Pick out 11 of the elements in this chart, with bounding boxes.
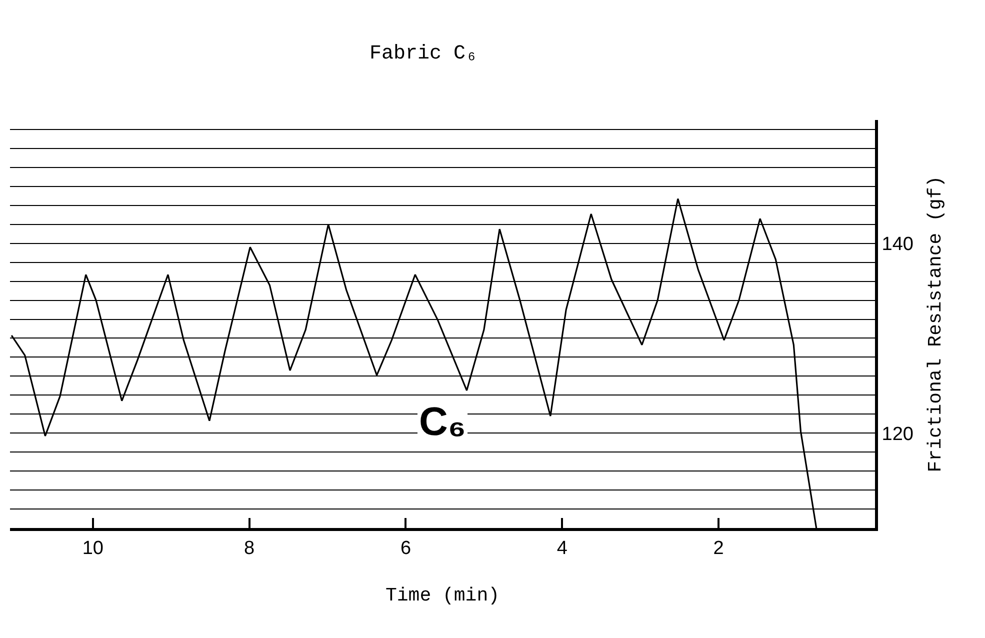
- x-tick-label: 8: [244, 538, 255, 559]
- x-axis-title: Time (min): [385, 584, 500, 607]
- y-tick-label: 120: [882, 424, 914, 445]
- x-tick-label: 4: [556, 538, 568, 559]
- x-tick-label: 6: [400, 538, 412, 559]
- x-tick-label: 2: [713, 538, 724, 559]
- y-tick-label: 140: [882, 234, 914, 255]
- annotation: C₆: [419, 400, 466, 444]
- x-tick-label: 10: [82, 538, 104, 559]
- chart-title: Fabric C₆: [370, 42, 478, 66]
- y-axis-title: Frictional Resistance (gf): [924, 176, 946, 472]
